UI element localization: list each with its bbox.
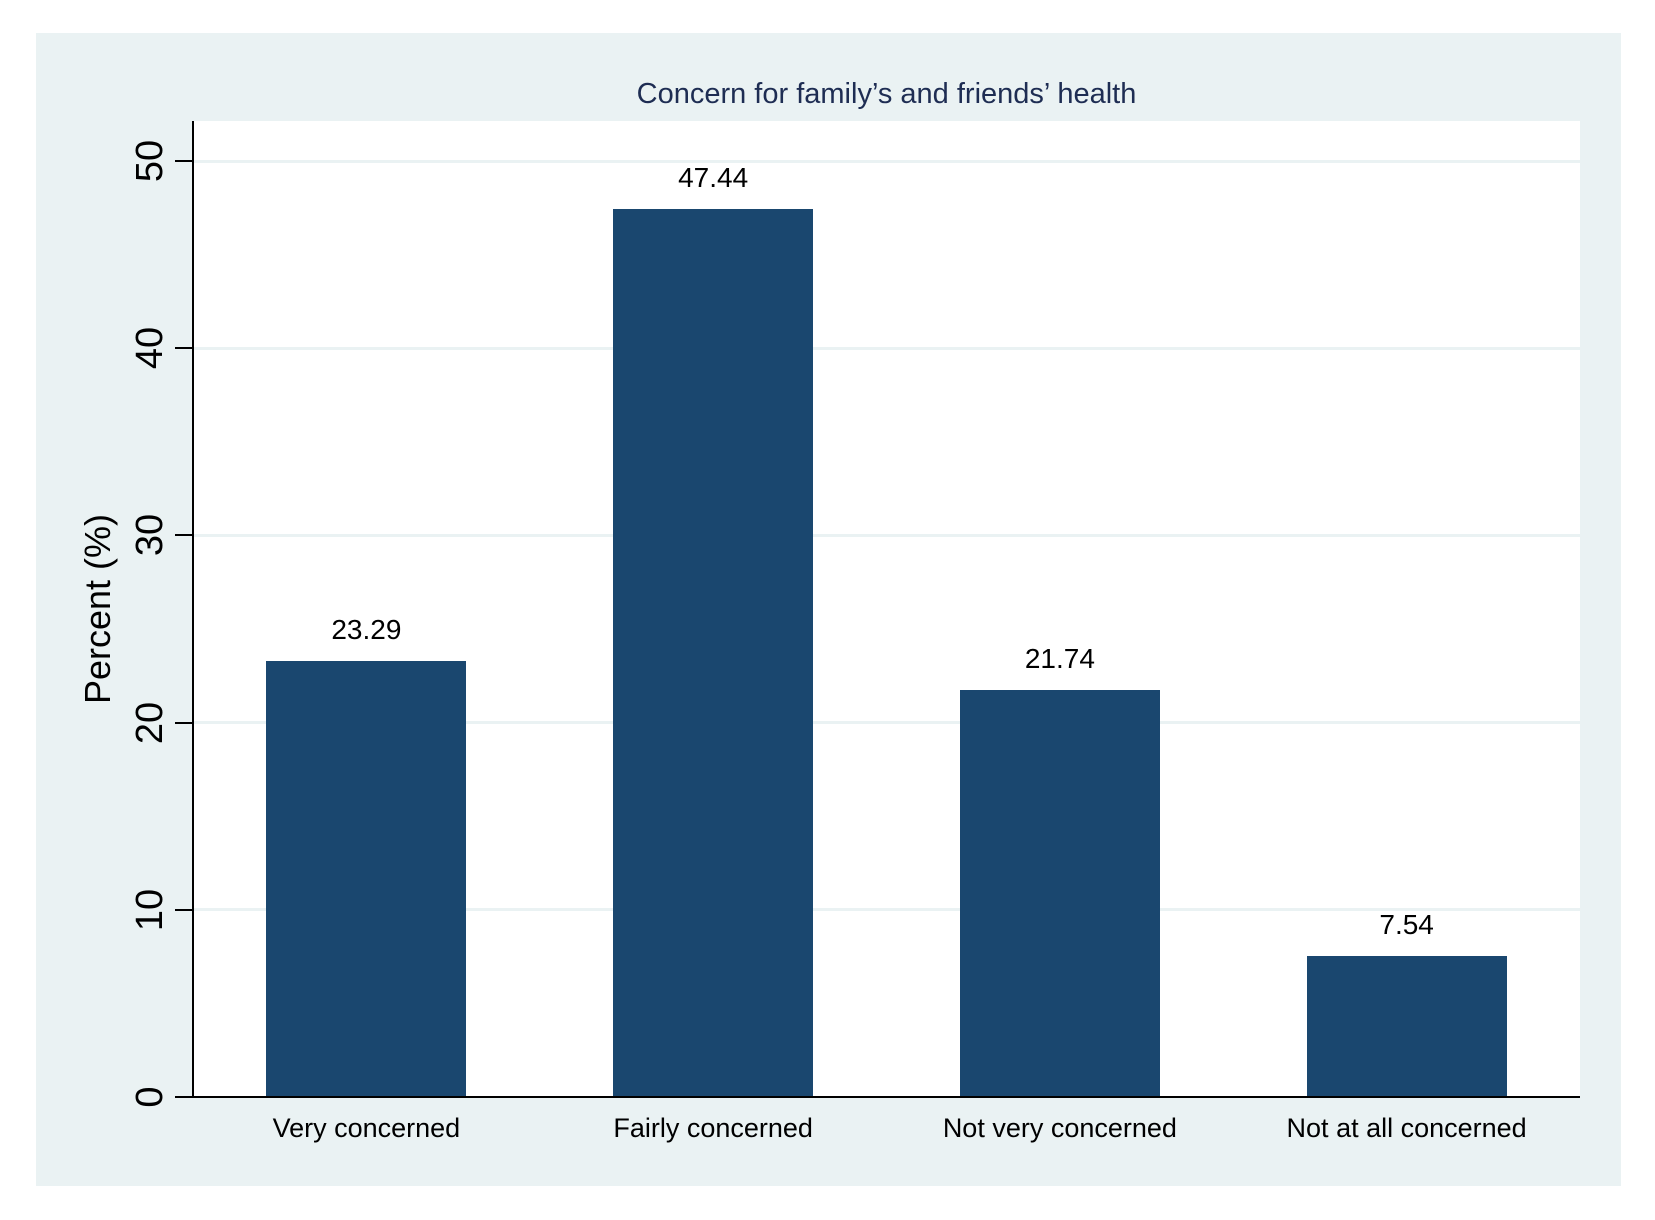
bar-4 xyxy=(1306,955,1507,1097)
bar-value-label: 7.54 xyxy=(1379,908,1434,940)
y-tick-mark xyxy=(175,1096,193,1098)
bar-2 xyxy=(613,208,814,1097)
y-tick-label: 20 xyxy=(129,701,171,744)
bar-value-label: 47.44 xyxy=(678,161,749,193)
y-tick-label: 0 xyxy=(129,1086,171,1108)
y-axis-title: Percent (%) xyxy=(77,513,118,705)
y-gridline xyxy=(193,159,1580,163)
bar-3 xyxy=(959,690,1160,1097)
y-axis-line xyxy=(192,121,194,1098)
bar-1 xyxy=(266,661,467,1097)
y-tick-mark xyxy=(175,160,193,162)
x-tick-label: Fairly concerned xyxy=(613,1113,813,1143)
y-tick-label: 30 xyxy=(129,514,171,557)
y-tick-mark xyxy=(175,721,193,724)
x-tick-label: Not at all concerned xyxy=(1286,1113,1527,1143)
y-tick-mark xyxy=(175,347,193,350)
x-axis-line xyxy=(193,1096,1580,1098)
y-tick-label: 50 xyxy=(129,139,171,183)
x-tick-label: Very concerned xyxy=(272,1113,461,1143)
bar-value-label: 23.29 xyxy=(331,614,402,645)
y-tick-label: 10 xyxy=(129,888,171,931)
chart-title: Concern for family’s and friends’ health xyxy=(636,78,1137,110)
y-gridline xyxy=(193,721,1580,725)
y-tick-mark xyxy=(175,908,193,911)
y-gridline xyxy=(193,908,1580,912)
bar-value-label: 21.74 xyxy=(1024,643,1095,675)
x-tick-label: Not very concerned xyxy=(942,1113,1177,1143)
y-gridline xyxy=(193,346,1580,350)
y-tick-mark xyxy=(175,534,193,537)
y-tick-label: 40 xyxy=(129,327,171,370)
y-gridline xyxy=(193,533,1580,537)
plot-area: 23.29 47.44 21.74 7.54 xyxy=(193,121,1580,1097)
